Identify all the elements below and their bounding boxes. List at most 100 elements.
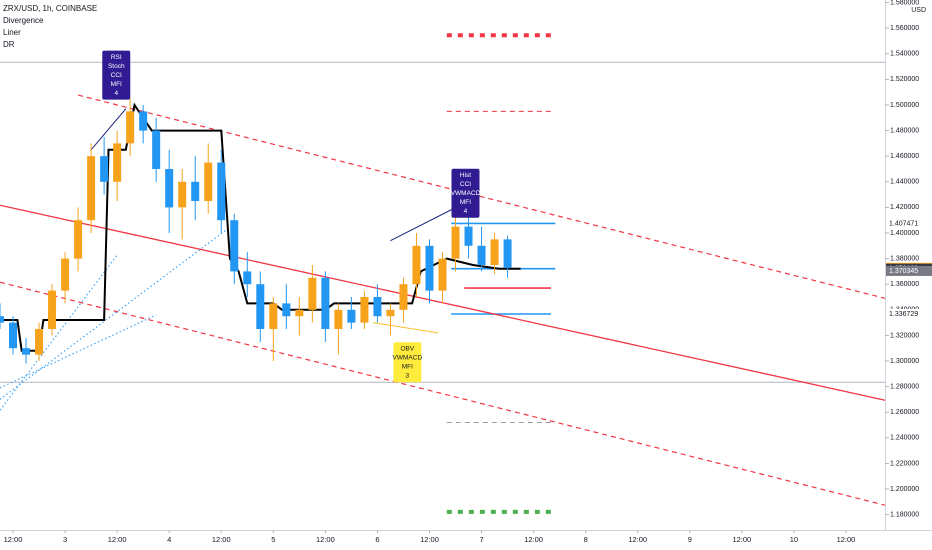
x-tick-label: 5 <box>271 535 275 544</box>
annotation-text: Hist <box>460 172 471 179</box>
candle-body <box>191 181 200 201</box>
annotation-text: VWMACD <box>393 355 423 362</box>
candle-body <box>373 297 382 317</box>
price-label-box <box>886 308 932 319</box>
candle-body <box>477 245 486 265</box>
candle-body <box>217 162 226 221</box>
candle-body <box>399 284 408 310</box>
y-tick-label: 1.200000 <box>890 486 919 493</box>
x-tick-label: 10 <box>790 535 798 544</box>
candle-body <box>204 162 213 201</box>
x-tick-label: 12:00 <box>628 535 647 544</box>
candle-body <box>0 316 4 323</box>
chart-title: ZRX/USD, 1h, COINBASE <box>3 4 97 13</box>
price-label-box <box>886 265 932 276</box>
indicator-line <box>0 314 157 389</box>
y-tick-label: 1.560000 <box>890 25 919 32</box>
y-tick-label: 1.240000 <box>890 435 919 442</box>
candle-body <box>451 226 460 259</box>
annotation-text: Stoch <box>108 63 125 70</box>
x-tick-label: 3 <box>63 535 67 544</box>
candle-body <box>126 111 135 144</box>
annotation-text: 3 <box>406 373 410 380</box>
legend-item: Liner <box>3 28 21 37</box>
candle-body <box>503 239 512 268</box>
x-tick-label: 12:00 <box>108 535 127 544</box>
y-tick-label: 1.320000 <box>890 332 919 339</box>
legend-item: DR <box>3 40 15 49</box>
candle-body <box>308 277 317 310</box>
candle-body <box>321 277 330 330</box>
candle-body <box>360 297 369 323</box>
annotation-text: MFI <box>111 81 122 88</box>
x-tick-label: 12:00 <box>524 535 543 544</box>
y-tick-label: 1.380000 <box>890 255 919 262</box>
candle-body <box>61 258 70 291</box>
y-tick-label: 1.360000 <box>890 281 919 288</box>
candle-body <box>256 284 265 330</box>
candle-body <box>347 309 356 323</box>
annotation-text: CCI <box>111 72 122 79</box>
x-tick-label: 12:00 <box>4 535 23 544</box>
annotation-box <box>451 168 480 218</box>
y-tick-label: 1.460000 <box>890 153 919 160</box>
candle-body <box>87 156 96 221</box>
price-label: 1.336729 <box>889 311 918 318</box>
x-tick-label: 8 <box>584 535 588 544</box>
candle-body <box>100 156 109 182</box>
candle-body <box>22 348 31 355</box>
annotation-text: 4 <box>464 208 468 215</box>
indicator-line <box>0 281 886 506</box>
candle-body <box>464 226 473 246</box>
candle-body <box>412 245 421 285</box>
annotation-text: OBV <box>400 346 414 353</box>
y-tick-label: 1.440000 <box>890 179 919 186</box>
indicator-line <box>77 94 886 299</box>
y-tick-label: 1.220000 <box>890 460 919 467</box>
candle-body <box>178 181 187 208</box>
candle-body <box>386 309 395 317</box>
annotation-text: VWMACD <box>451 190 481 197</box>
candle-body <box>334 309 343 330</box>
candle-body <box>282 303 291 317</box>
y-tick-label: 1.580000 <box>890 0 919 6</box>
candle-body <box>9 322 18 349</box>
candle-body <box>295 309 304 317</box>
y-tick-label: 1.280000 <box>890 383 919 390</box>
price-label: 1.407471 <box>889 220 918 227</box>
candle-body <box>113 143 122 182</box>
y-tick-label: 1.480000 <box>890 127 919 134</box>
annotation-text: MFI <box>460 199 471 206</box>
candle-body <box>438 258 447 291</box>
indicator-line <box>90 108 127 151</box>
y-tick-label: 1.400000 <box>890 230 919 237</box>
candle-body <box>165 168 174 208</box>
x-tick-label: 12:00 <box>316 535 335 544</box>
x-tick-label: 9 <box>688 535 692 544</box>
candle-body <box>230 220 239 272</box>
x-tick-label: 12:00 <box>420 535 439 544</box>
y-tick-label: 1.260000 <box>890 409 919 416</box>
x-tick-label: 12:00 <box>212 535 231 544</box>
candle-body <box>74 220 83 259</box>
y-tick-label: 1.180000 <box>890 511 919 518</box>
x-tick-label: 12:00 <box>732 535 751 544</box>
candle-body <box>48 290 57 330</box>
y-tick-label: 1.300000 <box>890 358 919 365</box>
y-tick-label: 1.520000 <box>890 76 919 83</box>
candle-body <box>139 111 148 131</box>
price-label: 1.370345 <box>889 268 918 275</box>
candle-body <box>425 245 434 291</box>
currency-label: USD <box>911 7 926 14</box>
candle-body <box>490 239 499 265</box>
indicator-line <box>373 322 439 334</box>
x-tick-label: 12:00 <box>837 535 856 544</box>
x-tick-label: 7 <box>479 535 483 544</box>
candle-body <box>243 271 252 285</box>
x-tick-label: 6 <box>375 535 379 544</box>
annotation-box <box>102 50 131 100</box>
y-tick-label: 1.540000 <box>890 51 919 58</box>
x-tick-label: 4 <box>167 535 171 544</box>
